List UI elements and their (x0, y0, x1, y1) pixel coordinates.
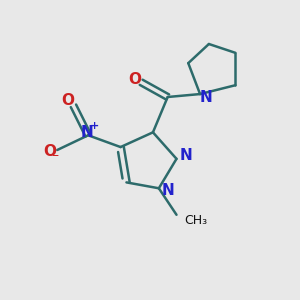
Text: N: N (200, 90, 212, 105)
Text: N: N (80, 125, 93, 140)
Text: N: N (162, 183, 175, 198)
Text: CH₃: CH₃ (184, 214, 207, 226)
Text: ⁻: ⁻ (51, 151, 58, 165)
Text: O: O (61, 93, 75, 108)
Text: +: + (90, 121, 99, 131)
Text: O: O (44, 144, 56, 159)
Text: O: O (128, 72, 141, 87)
Text: N: N (179, 148, 192, 163)
